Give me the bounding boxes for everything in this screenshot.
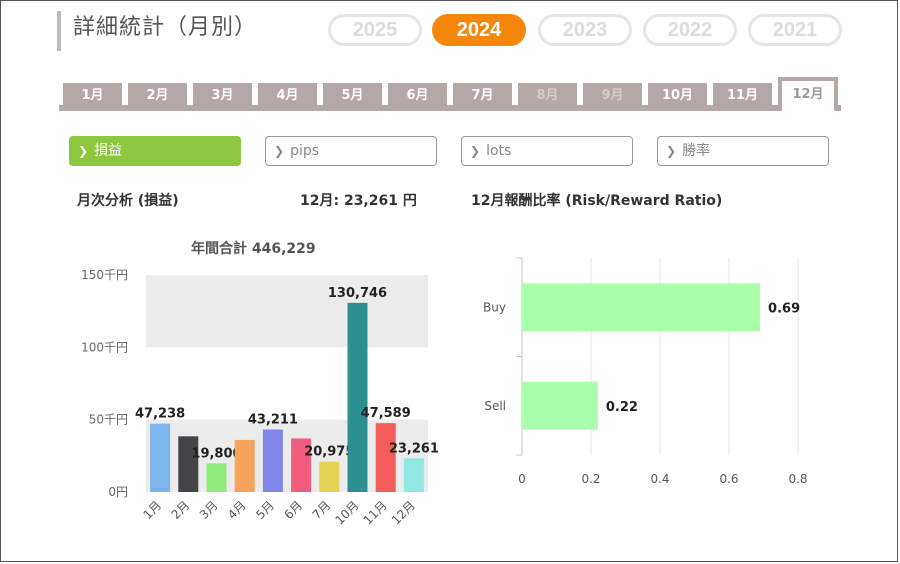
metric-pips-button[interactable]: ❯ pips (265, 136, 437, 166)
metric-winrate-button[interactable]: ❯ 勝率 (657, 136, 829, 166)
x-tick-label: 7月 (310, 498, 334, 522)
year-2024-button[interactable]: 2024 (432, 14, 526, 46)
metric-pips-label: pips (290, 143, 320, 159)
year-2022-button[interactable]: 2022 (643, 14, 737, 46)
data-label: 47,589 (361, 406, 411, 421)
tab-month-4[interactable]: 4月 (258, 83, 317, 107)
tab-month-11[interactable]: 11月 (713, 83, 772, 107)
x-tick-label: 5月 (253, 498, 277, 522)
bar (178, 436, 199, 492)
month-tabs-baseline (59, 105, 841, 111)
bar (522, 283, 761, 332)
chevron-right-icon: ❯ (78, 144, 89, 158)
y-tick-label: 150千円 (81, 268, 128, 282)
bar (150, 423, 171, 492)
y-tick-label: 100千円 (81, 340, 128, 354)
data-label: 20,975 (304, 445, 354, 460)
metric-lots-label: lots (486, 143, 512, 159)
x-tick-label: 0.4 (650, 472, 669, 486)
x-tick-label: 10月 (332, 498, 361, 527)
selected-month-value: 12月: 23,261 円 (300, 193, 417, 209)
x-tick-label: 0.6 (719, 472, 738, 486)
y-tick-label: 50千円 (89, 413, 128, 427)
data-label: 0.22 (606, 400, 638, 415)
data-label: 23,261 (389, 441, 439, 456)
bar (347, 302, 368, 492)
x-tick-label: 0.8 (788, 472, 807, 486)
chevron-right-icon: ❯ (274, 144, 285, 158)
data-label: 47,238 (135, 407, 185, 422)
tab-month-12[interactable]: 12月 (778, 77, 838, 111)
metric-winrate-label: 勝率 (682, 143, 711, 159)
data-label: 43,211 (248, 412, 298, 427)
x-tick-label: 4月 (225, 498, 249, 522)
y-tick-label: Buy (483, 300, 506, 314)
y-tick-label: Sell (484, 399, 506, 413)
page-title: 詳細統計（月別） (73, 15, 258, 40)
x-tick-label: 2月 (169, 498, 193, 522)
tab-month-5[interactable]: 5月 (323, 83, 382, 107)
x-tick-label: 1月 (140, 498, 164, 522)
bar (375, 423, 396, 492)
bar (262, 429, 283, 492)
metric-profit-label: 損益 (94, 143, 123, 159)
bar (319, 461, 340, 492)
tab-month-8: 8月 (518, 83, 577, 107)
year-2025-button[interactable]: 2025 (328, 14, 422, 46)
x-tick-label: 0.2 (581, 472, 600, 486)
bar (291, 438, 312, 492)
metric-lots-button[interactable]: ❯ lots (461, 136, 633, 166)
data-label: 19,800 (191, 446, 241, 461)
x-tick-label: 11月 (361, 498, 390, 527)
tab-month-1[interactable]: 1月 (63, 83, 122, 107)
plot-band (146, 275, 428, 348)
data-label: 0.69 (768, 301, 800, 316)
tab-month-7[interactable]: 7月 (453, 83, 512, 107)
tab-month-6[interactable]: 6月 (388, 83, 447, 107)
chevron-right-icon: ❯ (470, 144, 481, 158)
monthly-analysis-heading: 月次分析 (損益) (77, 193, 179, 209)
tab-month-3[interactable]: 3月 (193, 83, 252, 107)
bar (403, 458, 424, 492)
tab-month-9: 9月 (583, 83, 642, 107)
year-2023-button[interactable]: 2023 (538, 14, 632, 46)
chevron-right-icon: ❯ (666, 144, 677, 158)
bar (206, 463, 227, 492)
x-tick-label: 3月 (197, 498, 221, 522)
metric-profit-button[interactable]: ❯ 損益 (69, 136, 241, 166)
bar (234, 439, 255, 492)
year-2021-button[interactable]: 2021 (748, 14, 842, 46)
y-tick-label: 0円 (108, 485, 128, 499)
x-tick-label: 0 (518, 472, 526, 486)
x-tick-label: 6月 (281, 498, 305, 522)
data-label: 130,746 (328, 286, 387, 301)
tab-month-2[interactable]: 2月 (128, 83, 187, 107)
title-block: 詳細統計（月別） (57, 11, 257, 51)
risk-reward-chart: 0 0.2 0.4 0.6 0.8 0.69 Buy 0.22 Sell (483, 257, 808, 486)
x-tick-label: 12月 (389, 498, 418, 527)
bar (522, 381, 598, 430)
annual-total: 年間合計 446,229 (191, 241, 316, 257)
tab-month-10[interactable]: 10月 (648, 83, 707, 107)
risk-reward-heading: 12月報酬比率 (Risk/Reward Ratio) (471, 193, 723, 209)
monthly-profit-chart: 0円 50千円 100千円 150千円 47,238 1月 2月 19,800 3月 4月 43,2… (81, 268, 439, 527)
